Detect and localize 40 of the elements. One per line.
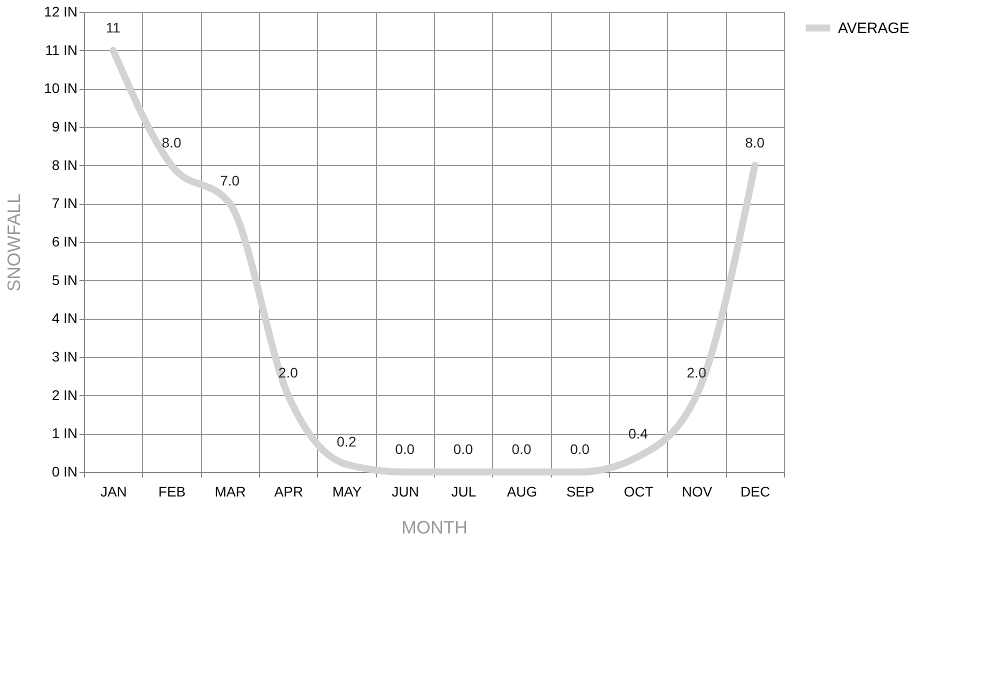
data-label: 2.0 [686, 364, 706, 380]
data-label: 0.0 [570, 441, 590, 457]
x-tick-label: MAY [332, 484, 362, 500]
y-tick-label: 7 IN [52, 195, 78, 212]
y-axis-title: SNOWFALL [4, 193, 24, 292]
y-tick-label: 8 IN [52, 156, 78, 173]
x-tick-label: JAN [100, 484, 127, 500]
x-tick-label: JUL [451, 484, 476, 500]
data-label: 0.2 [336, 433, 356, 450]
data-label: 2.0 [278, 364, 298, 380]
x-tick-label: SEP [566, 484, 594, 500]
y-tick-label: 0 IN [52, 464, 78, 480]
x-tick-label: MAR [214, 484, 246, 500]
x-axis-title: MONTH [402, 518, 468, 538]
y-tick-label: 4 IN [52, 310, 78, 326]
x-tick-label: FEB [158, 484, 186, 500]
data-label: 0.0 [453, 441, 474, 457]
y-tick-label: 12 IN [44, 4, 78, 20]
data-label: 0.0 [512, 441, 532, 457]
x-tick-label: JUN [392, 484, 419, 500]
data-label: 7.0 [220, 172, 240, 189]
legend-label: AVERAGE [838, 20, 910, 37]
y-tick-label: 6 IN [52, 234, 78, 250]
x-tick-label: DEC [740, 484, 770, 500]
data-label: 11 [106, 19, 121, 36]
y-tick-label: 9 IN [52, 118, 78, 134]
y-tick-label: 11 IN [45, 42, 78, 58]
x-tick-label: APR [274, 484, 304, 500]
y-tick-label: 2 IN [52, 386, 78, 403]
y-tick-label: 5 IN [52, 272, 78, 288]
y-tick-label: 3 IN [52, 348, 78, 364]
y-tick-label: 1 IN [52, 425, 78, 442]
data-label: 0.0 [395, 441, 415, 457]
x-tick-label: OCT [624, 484, 654, 500]
data-label: 8.0 [162, 134, 182, 150]
x-tick-label: NOV [682, 484, 713, 500]
x-tick-label: AUG [506, 484, 538, 500]
y-tick-label: 10 IN [44, 80, 78, 96]
data-label: 0.4 [628, 426, 648, 442]
data-label: 8.0 [745, 134, 765, 150]
